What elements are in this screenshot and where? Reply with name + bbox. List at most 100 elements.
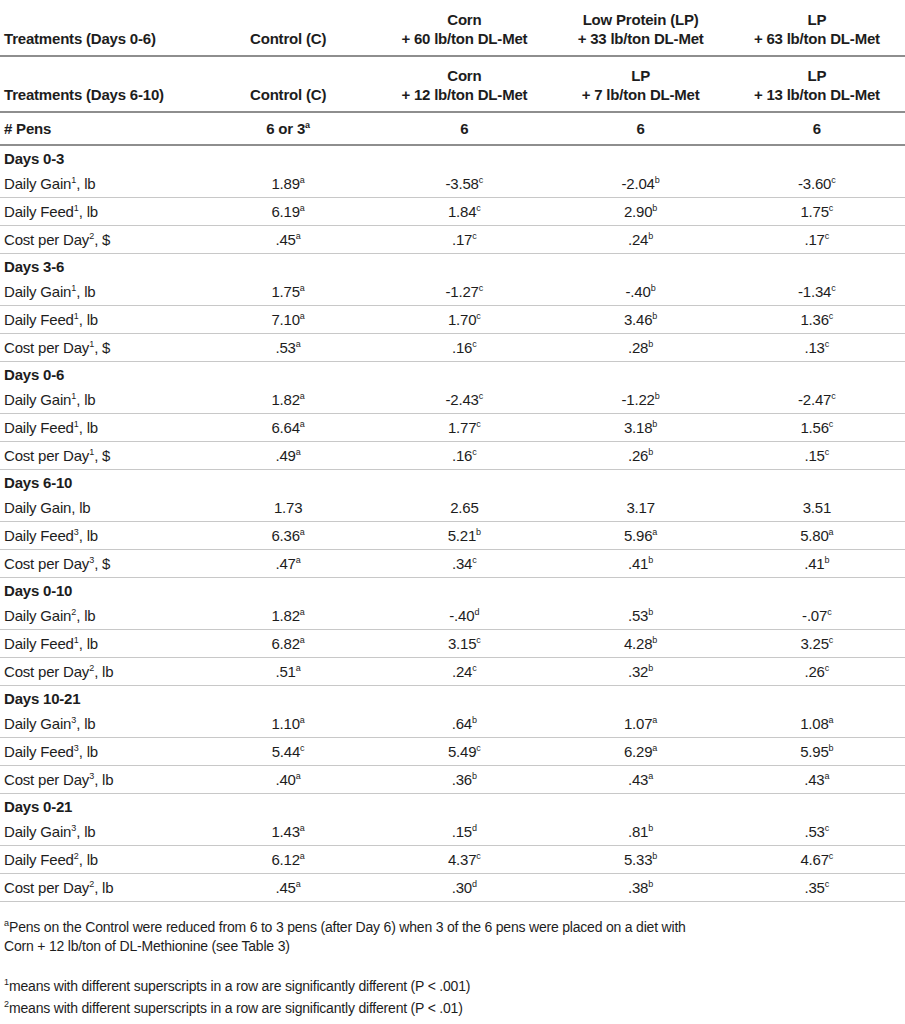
significance-superscript: c [825, 879, 830, 889]
row-label-text: Cost per Day [4, 231, 89, 248]
header-col-line2: + 13 lb/ton DL-Met [731, 85, 903, 104]
row-label-unit: , $ [94, 447, 110, 464]
header-col-line1: LP [731, 10, 903, 29]
header-col-line1: Corn [378, 66, 550, 85]
table-row: Daily Gain2, lb 1.82a -.40d .53b -.07c [0, 602, 905, 630]
cell-value-text: 1.89 [271, 175, 299, 192]
row-label-unit: , lb [79, 743, 98, 760]
pens-row: # Pens 6 or 3a 6 6 6 [0, 113, 905, 146]
significance-superscript: b [652, 851, 657, 861]
significance-superscript: a [296, 663, 301, 673]
cell-value-control: 1.82a [200, 607, 376, 624]
cell-value-text: 6.12 [271, 851, 299, 868]
row-label-text: Cost per Day [4, 447, 89, 464]
pens-count: 6 [460, 120, 468, 137]
cell-value-lp2: 1.08a [729, 715, 905, 732]
significance-superscript: a [652, 743, 657, 753]
cell-value-control: .51a [200, 663, 376, 680]
cell-value-corn: -1.27c [376, 283, 552, 300]
cell-value-text: -.07 [802, 607, 827, 624]
cell-value-lp2: 5.80a [729, 527, 905, 544]
cell-value-text: 5.44 [272, 743, 300, 760]
cell-value-text: .15 [452, 823, 472, 840]
header-col-line2: + 12 lb/ton DL-Met [378, 85, 550, 104]
pens-count: 6 or 3 [266, 120, 305, 137]
significance-superscript: a [296, 879, 301, 889]
significance-superscript: b [476, 527, 481, 537]
significance-superscript: c [476, 743, 481, 753]
row-label-text: Cost per Day [4, 339, 89, 356]
cell-value-text: .43 [628, 771, 648, 788]
cell-value-text: -1.34 [798, 283, 831, 300]
cell-value-text: .26 [628, 447, 648, 464]
significance-superscript: b [648, 663, 653, 673]
cell-value-text: .24 [452, 663, 472, 680]
significance-superscript: b [652, 635, 657, 645]
significance-superscript: c [831, 175, 836, 185]
cell-value-lp2: .17c [729, 231, 905, 248]
significance-superscript: a [829, 527, 834, 537]
cell-value-lp1: .38b [553, 879, 729, 896]
cell-value-text: .24 [628, 231, 648, 248]
row-label-unit: , lb [79, 635, 98, 652]
cell-value-control: .49a [200, 447, 376, 464]
cell-value-text: 6.36 [271, 527, 299, 544]
row-label-unit: , lb [76, 175, 95, 192]
cell-value-text: -2.43 [446, 391, 479, 408]
cell-value-lp1: .28b [553, 339, 729, 356]
cell-value-control: .40a [200, 771, 376, 788]
cell-value-lp1: .53b [553, 607, 729, 624]
row-label-text: Daily Gain [4, 391, 71, 408]
row-label-text: Daily Gain [4, 715, 71, 732]
significance-superscript: c [476, 419, 481, 429]
section-title: Days 0-10 [0, 578, 905, 602]
cell-value-text: 5.80 [800, 527, 828, 544]
cell-value-text: 4.37 [448, 851, 476, 868]
header-col-line1: LP [555, 66, 727, 85]
row-label-text: Daily Gain [4, 283, 71, 300]
significance-superscript: b [472, 715, 477, 725]
significance-superscript: b [655, 391, 660, 401]
cell-value-text: 3.25 [800, 635, 828, 652]
cell-value-lp1: -2.04b [553, 175, 729, 192]
significance-superscript: a [300, 527, 305, 537]
row-label-text: Daily Feed [4, 419, 74, 436]
cell-value-lp1: 5.96a [553, 527, 729, 544]
significance-superscript: a [300, 311, 305, 321]
cell-value-control: 6.82a [200, 635, 376, 652]
cell-value-text: .40 [275, 771, 295, 788]
section-title: Days 3-6 [0, 254, 905, 278]
section-title: Days 0-21 [0, 794, 905, 818]
header-treatments-0-6-label: Treatments (Days 0-6) [0, 29, 200, 48]
cell-value-corn: 1.84c [376, 203, 552, 220]
significance-superscript: d [472, 823, 477, 833]
row-label-text: Daily Gain [4, 823, 71, 840]
significance-superscript: c [476, 203, 481, 213]
significance-superscript: c [831, 391, 836, 401]
cell-value-corn: .17c [376, 231, 552, 248]
row-label-unit: , lb [79, 851, 98, 868]
header-col-line2: Control (C) [202, 85, 374, 104]
header-col-line2: + 63 lb/ton DL-Met [731, 29, 903, 48]
cell-value-text: .43 [804, 771, 824, 788]
cell-value-lp2: 1.75c [729, 203, 905, 220]
cell-value-text: 4.67 [800, 851, 828, 868]
cell-value-corn: .34c [376, 555, 552, 572]
cell-value-text: 1.70 [448, 311, 476, 328]
cell-value-control: 1.82a [200, 391, 376, 408]
cell-value-text: .30 [452, 879, 472, 896]
cell-value-text: 1.73 [274, 499, 302, 516]
cell-value-lp1: 1.07a [553, 715, 729, 732]
footnote-marker: a [305, 120, 310, 130]
significance-superscript: b [648, 823, 653, 833]
cell-value-lp1: 4.28b [553, 635, 729, 652]
row-label: Cost per Day2, $ [0, 231, 200, 248]
significance-superscript: c [825, 823, 830, 833]
cell-value-text: .49 [275, 447, 295, 464]
table-row: Daily Feed1, lb 6.64a 1.77c 3.18b 1.56c [0, 414, 905, 442]
cell-value-text: .28 [628, 339, 648, 356]
table-row: Daily Gain, lb 1.73 2.65 3.17 3.51 [0, 494, 905, 522]
significance-superscript: a [300, 823, 305, 833]
row-label: Daily Feed3, lb [0, 527, 200, 544]
pens-value-lp2: 6 [729, 120, 905, 137]
